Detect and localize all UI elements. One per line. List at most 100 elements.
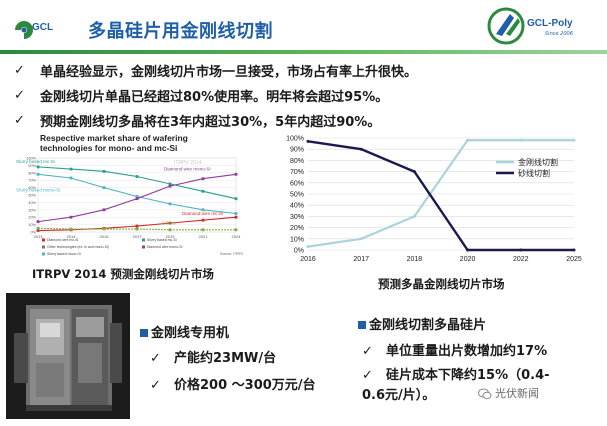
machine-section-title: 金刚线专用机 bbox=[140, 322, 229, 341]
gcl-poly-since: Since 2006 bbox=[545, 31, 573, 37]
itrpv-chart: Respective market share of wafering tech… bbox=[14, 132, 252, 264]
itrpv-data-point bbox=[201, 228, 205, 232]
wechat-icon bbox=[478, 388, 492, 400]
itrpv-y-tick-label: 60% bbox=[28, 186, 36, 190]
forecast-x-tick-label: 2017 bbox=[353, 256, 369, 263]
itrpv-x-tick-label: 2021 bbox=[199, 234, 209, 239]
diamond-wire-saw-machine-image bbox=[6, 293, 130, 419]
forecast-y-tick-label: 90% bbox=[290, 147, 304, 154]
forecast-data-point bbox=[306, 245, 310, 249]
itrpv-data-point bbox=[69, 215, 73, 219]
itrpv-data-point bbox=[234, 215, 238, 219]
itrpv-x-tick-label: 2024 bbox=[232, 234, 242, 239]
poly-section-title: 金刚线切割多晶硅片 bbox=[358, 314, 486, 333]
check-icon: ✓ bbox=[14, 88, 25, 103]
machine-item: ✓ 价格200 ～300万元/台 bbox=[150, 378, 316, 393]
square-bullet-icon bbox=[358, 320, 366, 329]
watermark: 光伏新闻 bbox=[478, 385, 539, 401]
itrpv-y-tick-label: 70% bbox=[28, 179, 36, 183]
forecast-y-tick-label: 100% bbox=[286, 136, 304, 143]
forecast-series-line bbox=[307, 139, 574, 248]
itrpv-chart-plot: 0% 10% 20% 30% 40% 50% 60% 70% 80% 90% 100% 2013 201… bbox=[16, 157, 244, 257]
forecast-series-line bbox=[307, 140, 574, 252]
itrpv-data-point bbox=[201, 177, 205, 181]
itrpv-legend-label: Slurry based mono-Si bbox=[47, 252, 81, 256]
itrpv-data-point bbox=[36, 226, 40, 230]
itrpv-data-point bbox=[69, 176, 73, 180]
itrpv-data-point bbox=[102, 227, 106, 231]
itrpv-legend-swatch bbox=[142, 238, 145, 242]
forecast-legend-label: 砂线切割 bbox=[518, 168, 550, 178]
poly-item: ✓ 单位重量出片数增加约17% bbox=[362, 344, 548, 359]
gcl-poly-logo-text: GCL-Poly bbox=[527, 18, 573, 29]
itrpv-series-label: Slurry based mono-Si bbox=[16, 188, 60, 193]
bullet-item: ✓ 单晶经验显示，金刚线切片市场一旦接受，市场占有率上升很快。 bbox=[14, 58, 594, 83]
itrpv-y-tick-label: 90% bbox=[28, 164, 36, 168]
forecast-data-point bbox=[519, 138, 523, 142]
itrpv-legend-label: Diamond wire mc-Si bbox=[47, 238, 79, 242]
itrpv-data-point bbox=[201, 218, 205, 222]
check-icon: ✓ bbox=[362, 344, 373, 359]
itrpv-data-point bbox=[102, 169, 106, 173]
header: GCL 多晶硅片用金刚线切割 GCL-Poly Since 2006 bbox=[0, 0, 607, 54]
check-icon: ✓ bbox=[150, 351, 161, 366]
itrpv-data-point bbox=[168, 202, 172, 206]
forecast-chart-caption: 预测多晶金刚线切片市场 bbox=[378, 277, 505, 291]
itrpv-chart-caption: ITRPV 2014 预测金刚线切片市场 bbox=[32, 267, 214, 281]
forecast-y-tick-label: 60% bbox=[290, 180, 304, 187]
itrpv-series-label: Diamond wire mc-Si bbox=[182, 211, 223, 216]
itrpv-y-tick-label: 20% bbox=[28, 216, 36, 220]
itrpv-data-point bbox=[234, 197, 238, 201]
itrpv-x-tick-label: 2014 bbox=[67, 234, 77, 239]
itrpv-data-point bbox=[135, 224, 139, 228]
check-icon: ✓ bbox=[150, 378, 161, 393]
itrpv-data-point bbox=[168, 182, 172, 186]
gcl-logo-text: GCL bbox=[32, 22, 54, 33]
itrpv-data-point bbox=[102, 186, 106, 189]
forecast-y-tick-label: 0% bbox=[294, 248, 304, 255]
itrpv-data-point bbox=[69, 167, 73, 171]
forecast-data-point bbox=[306, 139, 310, 143]
check-icon: ✓ bbox=[362, 368, 373, 383]
forecast-data-point bbox=[412, 214, 416, 218]
itrpv-data-point bbox=[234, 212, 238, 215]
itrpv-data-point bbox=[201, 189, 205, 193]
bullet-text: 金刚线切片单晶已经超过80%使用率。明年将会超过95%。 bbox=[40, 90, 389, 105]
machine-item: ✓ 产能约23MW/台 bbox=[150, 351, 277, 366]
itrpv-data-point bbox=[168, 228, 172, 232]
itrpv-data-point bbox=[168, 184, 172, 188]
itrpv-y-tick-label: 50% bbox=[28, 194, 36, 198]
itrpv-x-tick-label: 2019 bbox=[166, 234, 176, 239]
itrpv-data-point bbox=[102, 208, 106, 212]
itrpv-data-point bbox=[234, 172, 238, 176]
itrpv-y-tick-label: 80% bbox=[28, 171, 36, 175]
bullet-item: ✓ 预期金刚线切多晶将在3年内超过30%，5年内超过90%。 bbox=[14, 108, 594, 133]
itrpv-y-tick-label: 40% bbox=[28, 201, 36, 205]
page-title: 多晶硅片用金刚线切割 bbox=[88, 21, 273, 42]
bullet-item: ✓ 金刚线切片单晶已经超过80%使用率。明年将会超过95%。 bbox=[14, 83, 594, 108]
itrpv-series-label: Slurry based mc-Si bbox=[16, 159, 55, 164]
itrpv-data-point bbox=[135, 227, 139, 231]
itrpv-legend-label: Diamond wire mono-Si bbox=[147, 245, 183, 249]
itrpv-data-point bbox=[168, 221, 172, 225]
itrpv-x-tick-label: 2017 bbox=[133, 234, 143, 239]
gcl-logo-icon bbox=[15, 21, 33, 39]
bullet-text: 单晶经验显示，金刚线切片市场一旦接受，市场占有率上升很快。 bbox=[40, 65, 418, 80]
itrpv-x-tick-label: 2013 bbox=[34, 234, 44, 239]
forecast-data-point bbox=[466, 248, 470, 252]
forecast-data-point bbox=[572, 138, 576, 142]
forecast-y-tick-label: 80% bbox=[290, 158, 304, 165]
check-icon: ✓ bbox=[14, 113, 25, 128]
forecast-data-point bbox=[572, 248, 576, 252]
itrpv-data-point bbox=[234, 228, 238, 232]
itrpv-y-tick-label: 0% bbox=[31, 231, 37, 235]
bullet-list: ✓ 单晶经验显示，金刚线切片市场一旦接受，市场占有率上升很快。 ✓ 金刚线切片单… bbox=[14, 58, 594, 133]
itrpv-legend-swatch bbox=[42, 245, 45, 249]
forecast-x-tick-label: 2025 bbox=[566, 256, 582, 263]
poly-item: ✓ 硅片成本下降约15%（0.4-0.6元/片）。 bbox=[362, 368, 550, 403]
itrpv-x-tick-label: 2015 bbox=[100, 234, 110, 239]
itrpv-legend-swatch bbox=[142, 245, 145, 249]
forecast-x-tick-label: 2022 bbox=[513, 256, 529, 263]
forecast-y-tick-label: 30% bbox=[290, 214, 304, 221]
